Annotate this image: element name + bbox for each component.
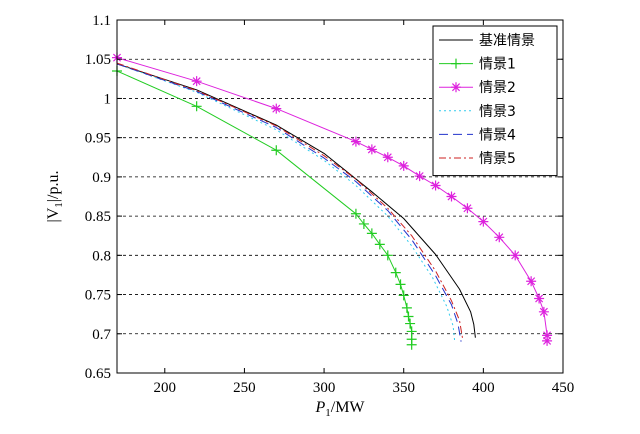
x-tick-label: 300 — [313, 380, 336, 396]
series-point — [526, 276, 537, 287]
series-point — [494, 232, 505, 243]
x-tick-label: 400 — [472, 380, 495, 396]
y-tick-label: 0.7 — [92, 327, 111, 343]
x-tick-label: 200 — [154, 380, 177, 396]
series-point — [405, 318, 416, 329]
series-line-1 — [116, 63, 476, 338]
y-axis-label-sub: 1 — [53, 202, 65, 208]
y-axis-label: |V1|/p.u. — [45, 171, 65, 223]
series-point — [390, 267, 401, 278]
y-axis-label-unit: |/p.u. — [45, 171, 62, 203]
y-tick-label: 0.95 — [85, 131, 111, 147]
y-axis-label-main: |V — [45, 207, 62, 222]
series-point — [382, 152, 393, 163]
series-point — [358, 218, 369, 229]
gridlines — [117, 58, 563, 335]
y-tick-label: 0.9 — [92, 170, 111, 186]
series-line-2 — [116, 70, 413, 345]
legend-marker — [451, 82, 461, 93]
series-line-5 — [116, 63, 462, 342]
series-point — [510, 250, 521, 261]
legend-label: 基准情景 — [479, 32, 535, 49]
legend-label: 情景2 — [479, 80, 516, 96]
y-tick-label: 1 — [104, 91, 112, 107]
x-axis-label-main: P — [314, 399, 325, 416]
series-point — [478, 216, 489, 227]
series-point — [350, 136, 361, 147]
axis-ticks: 0.65 0.7 0.75 0.8 0.85 0.9 0.95 1 1.05 1.1 200 250 3… — [85, 13, 575, 396]
series-point — [382, 250, 393, 261]
legend-box — [432, 25, 558, 177]
series-point — [191, 76, 202, 87]
series-point — [534, 293, 545, 304]
series-point — [446, 191, 457, 202]
series-point — [542, 335, 553, 346]
legend-label: 情景3 — [479, 104, 516, 120]
x-tick-label: 350 — [392, 380, 415, 396]
legend-label: 情景4 — [479, 127, 516, 143]
legend-label: 情景5 — [479, 151, 516, 167]
series-point — [271, 103, 282, 114]
series-point — [271, 145, 282, 156]
legend-marker — [451, 58, 461, 69]
series-point — [538, 306, 549, 317]
axes-frame — [116, 19, 564, 374]
x-axis-label: P1/MW — [314, 399, 365, 419]
series-point — [414, 171, 425, 182]
x-axis-label-sub: 1 — [325, 407, 331, 419]
series-point — [542, 330, 553, 341]
series-point — [395, 279, 406, 290]
x-axis-label-unit: /MW — [331, 399, 366, 416]
series-point — [350, 208, 361, 219]
series-point — [398, 290, 409, 301]
series-line-6 — [116, 62, 464, 340]
series-point — [462, 203, 473, 214]
legend-label: 情景1 — [479, 57, 516, 73]
y-tick-label: 1.1 — [92, 13, 111, 29]
series-point — [430, 180, 441, 191]
series-point — [366, 144, 377, 155]
y-tick-label: 0.85 — [85, 209, 111, 225]
series-point — [374, 239, 385, 250]
series-point — [403, 311, 414, 322]
y-tick-label: 1.05 — [85, 52, 111, 68]
x-tick-label: 250 — [233, 380, 256, 396]
series-point — [191, 101, 202, 112]
x-tick-label: 450 — [552, 380, 575, 396]
series-point — [366, 228, 377, 239]
y-tick-label: 0.8 — [92, 248, 111, 264]
series-point — [406, 339, 417, 350]
y-tick-label: 0.75 — [85, 288, 111, 304]
series-point — [401, 302, 412, 313]
series-point — [398, 160, 409, 171]
y-tick-label: 0.65 — [85, 366, 111, 382]
